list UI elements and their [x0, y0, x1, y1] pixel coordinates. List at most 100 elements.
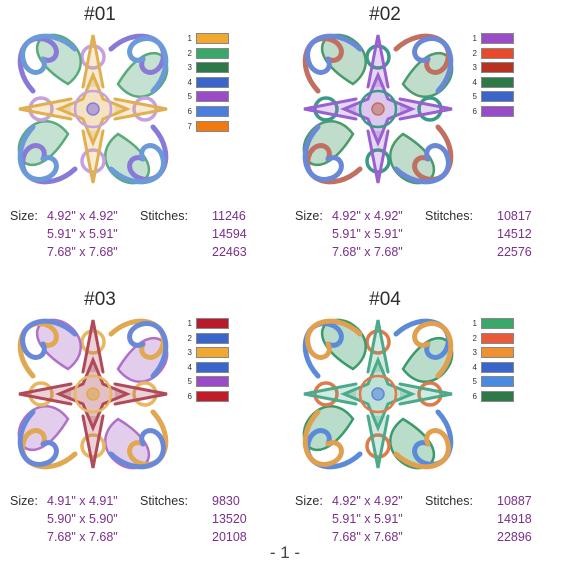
size-row: 7.68" x 7.68" 20108: [10, 530, 280, 548]
thread-color-row: 1: [463, 317, 514, 330]
thread-color-row: 4: [178, 361, 229, 374]
thread-color-number: 7: [187, 121, 192, 131]
thread-color-number: 5: [472, 92, 477, 102]
thread-color-row: 5: [178, 375, 229, 388]
thread-color-number: 1: [472, 34, 477, 43]
size-label: Size:: [295, 209, 323, 223]
thread-color-swatch: [196, 347, 229, 359]
size-row: 5.91" x 5.91" 14918: [295, 512, 565, 530]
thread-color-row: 3: [463, 61, 514, 74]
size-row: Size: Stitches: 4.91" x 4.91" 9830: [10, 494, 280, 512]
thread-color-number: 4: [187, 77, 192, 87]
thread-color-number: 5: [187, 92, 192, 102]
size-row: 5.91" x 5.91" 14594: [10, 227, 280, 245]
thread-color-swatch: [196, 376, 229, 388]
thread-color-swatch: [481, 376, 514, 388]
thread-color-row: 3: [463, 346, 514, 359]
thread-color-row: 4: [463, 361, 514, 374]
stitch-count: 11246: [212, 209, 246, 223]
thread-color-row: 2: [178, 47, 229, 60]
design-block: #01 1 2 3 4 5 6 7 Size: Stitches: 4.92" x 4.92" 112…: [0, 0, 285, 285]
thread-color-swatch: [481, 91, 514, 103]
thread-color-row: 2: [178, 332, 229, 345]
stitch-count: 10887: [497, 494, 532, 508]
thread-color-swatch: [196, 332, 229, 344]
design-title: #04: [369, 289, 401, 310]
thread-color-swatch: [481, 76, 514, 88]
size-label: Size:: [295, 494, 323, 508]
size-row: Size: Stitches: 4.92" x 4.92" 10817: [295, 209, 565, 227]
stitch-count: 10817: [497, 209, 532, 223]
size-value: 7.68" x 7.68": [47, 245, 118, 259]
thread-color-list: 1 2 3 4 5 6 7: [178, 32, 229, 134]
stitch-count: 20108: [212, 530, 247, 544]
thread-color-swatch: [481, 62, 514, 74]
size-label: Size:: [10, 494, 38, 508]
thread-color-swatch: [196, 318, 229, 329]
size-value: 4.92" x 4.92": [47, 209, 118, 223]
size-value: 4.92" x 4.92": [332, 209, 403, 223]
thread-color-swatch: [196, 361, 229, 373]
thread-color-number: 6: [187, 106, 192, 116]
size-value: 7.68" x 7.68": [47, 530, 118, 544]
thread-color-number: 3: [187, 63, 192, 73]
thread-color-row: 1: [178, 32, 229, 45]
thread-color-number: 3: [187, 348, 192, 358]
size-value: 5.91" x 5.91": [47, 227, 118, 241]
thread-color-row: 5: [463, 375, 514, 388]
thread-color-swatch: [481, 390, 514, 402]
stitch-count: 22463: [212, 245, 247, 259]
thread-color-list: 1 2 3 4 5 6: [463, 32, 514, 120]
thread-color-number: 5: [472, 377, 477, 387]
design-block: #02 1 2 3 4 5 6 Size: Stitches: 4.92" x 4.92" 1081…: [285, 0, 570, 285]
thread-color-row: 3: [178, 61, 229, 74]
stitch-count: 22576: [497, 245, 532, 259]
thread-color-number: 4: [187, 362, 192, 372]
size-row: 7.68" x 7.68" 22463: [10, 245, 280, 263]
stitches-label: Stitches:: [140, 209, 188, 223]
stitch-count: 13520: [212, 512, 247, 526]
thread-color-swatch: [196, 120, 229, 132]
design-title: #01: [84, 4, 116, 25]
thread-color-number: 6: [472, 391, 477, 401]
design-title: #03: [84, 289, 116, 310]
thread-color-number: 2: [187, 48, 192, 58]
thread-color-number: 1: [472, 319, 477, 328]
thread-color-number: 4: [472, 77, 477, 87]
thread-color-number: 3: [472, 63, 477, 73]
size-stitch-table: Size: Stitches: 4.91" x 4.91" 9830 5.90" x 5…: [10, 494, 280, 548]
size-row: 7.68" x 7.68" 22896: [295, 530, 565, 548]
thread-color-number: 3: [472, 348, 477, 358]
thread-color-row: 5: [463, 90, 514, 103]
thread-color-list: 1 2 3 4 5 6: [178, 317, 229, 405]
size-row: Size: Stitches: 4.92" x 4.92" 11246: [10, 209, 280, 227]
thread-color-number: 5: [187, 377, 192, 387]
stitch-count: 22896: [497, 530, 532, 544]
embroidery-design-image: [17, 33, 169, 185]
size-row: 5.90" x 5.90" 13520: [10, 512, 280, 530]
embroidery-design-image: [17, 318, 169, 470]
size-stitch-table: Size: Stitches: 4.92" x 4.92" 11246 5.91" x …: [10, 209, 280, 263]
thread-color-swatch: [481, 332, 514, 344]
thread-color-swatch: [196, 76, 229, 88]
thread-color-row: 3: [178, 346, 229, 359]
size-row: 7.68" x 7.68" 22576: [295, 245, 565, 263]
thread-color-swatch: [196, 62, 229, 74]
thread-color-row: 6: [463, 390, 514, 403]
thread-color-row: 1: [463, 32, 514, 45]
thread-color-swatch: [481, 33, 514, 44]
page-number: - 1 -: [269, 543, 301, 562]
thread-color-number: 1: [187, 319, 192, 328]
thread-color-row: 6: [463, 105, 514, 118]
embroidery-design-image: [302, 33, 454, 185]
thread-color-swatch: [196, 91, 229, 103]
thread-color-number: 2: [472, 48, 477, 58]
size-stitch-table: Size: Stitches: 4.92" x 4.92" 10887 5.91" x …: [295, 494, 565, 548]
size-value: 7.68" x 7.68": [332, 530, 403, 544]
thread-color-row: 4: [463, 76, 514, 89]
stitches-label: Stitches:: [425, 209, 473, 223]
size-value: 5.91" x 5.91": [332, 512, 403, 526]
thread-color-swatch: [481, 347, 514, 359]
design-block: #04 1 2 3 4 5 6 Size: Stitches: 4.92" x 4.92" 1088…: [285, 285, 570, 570]
